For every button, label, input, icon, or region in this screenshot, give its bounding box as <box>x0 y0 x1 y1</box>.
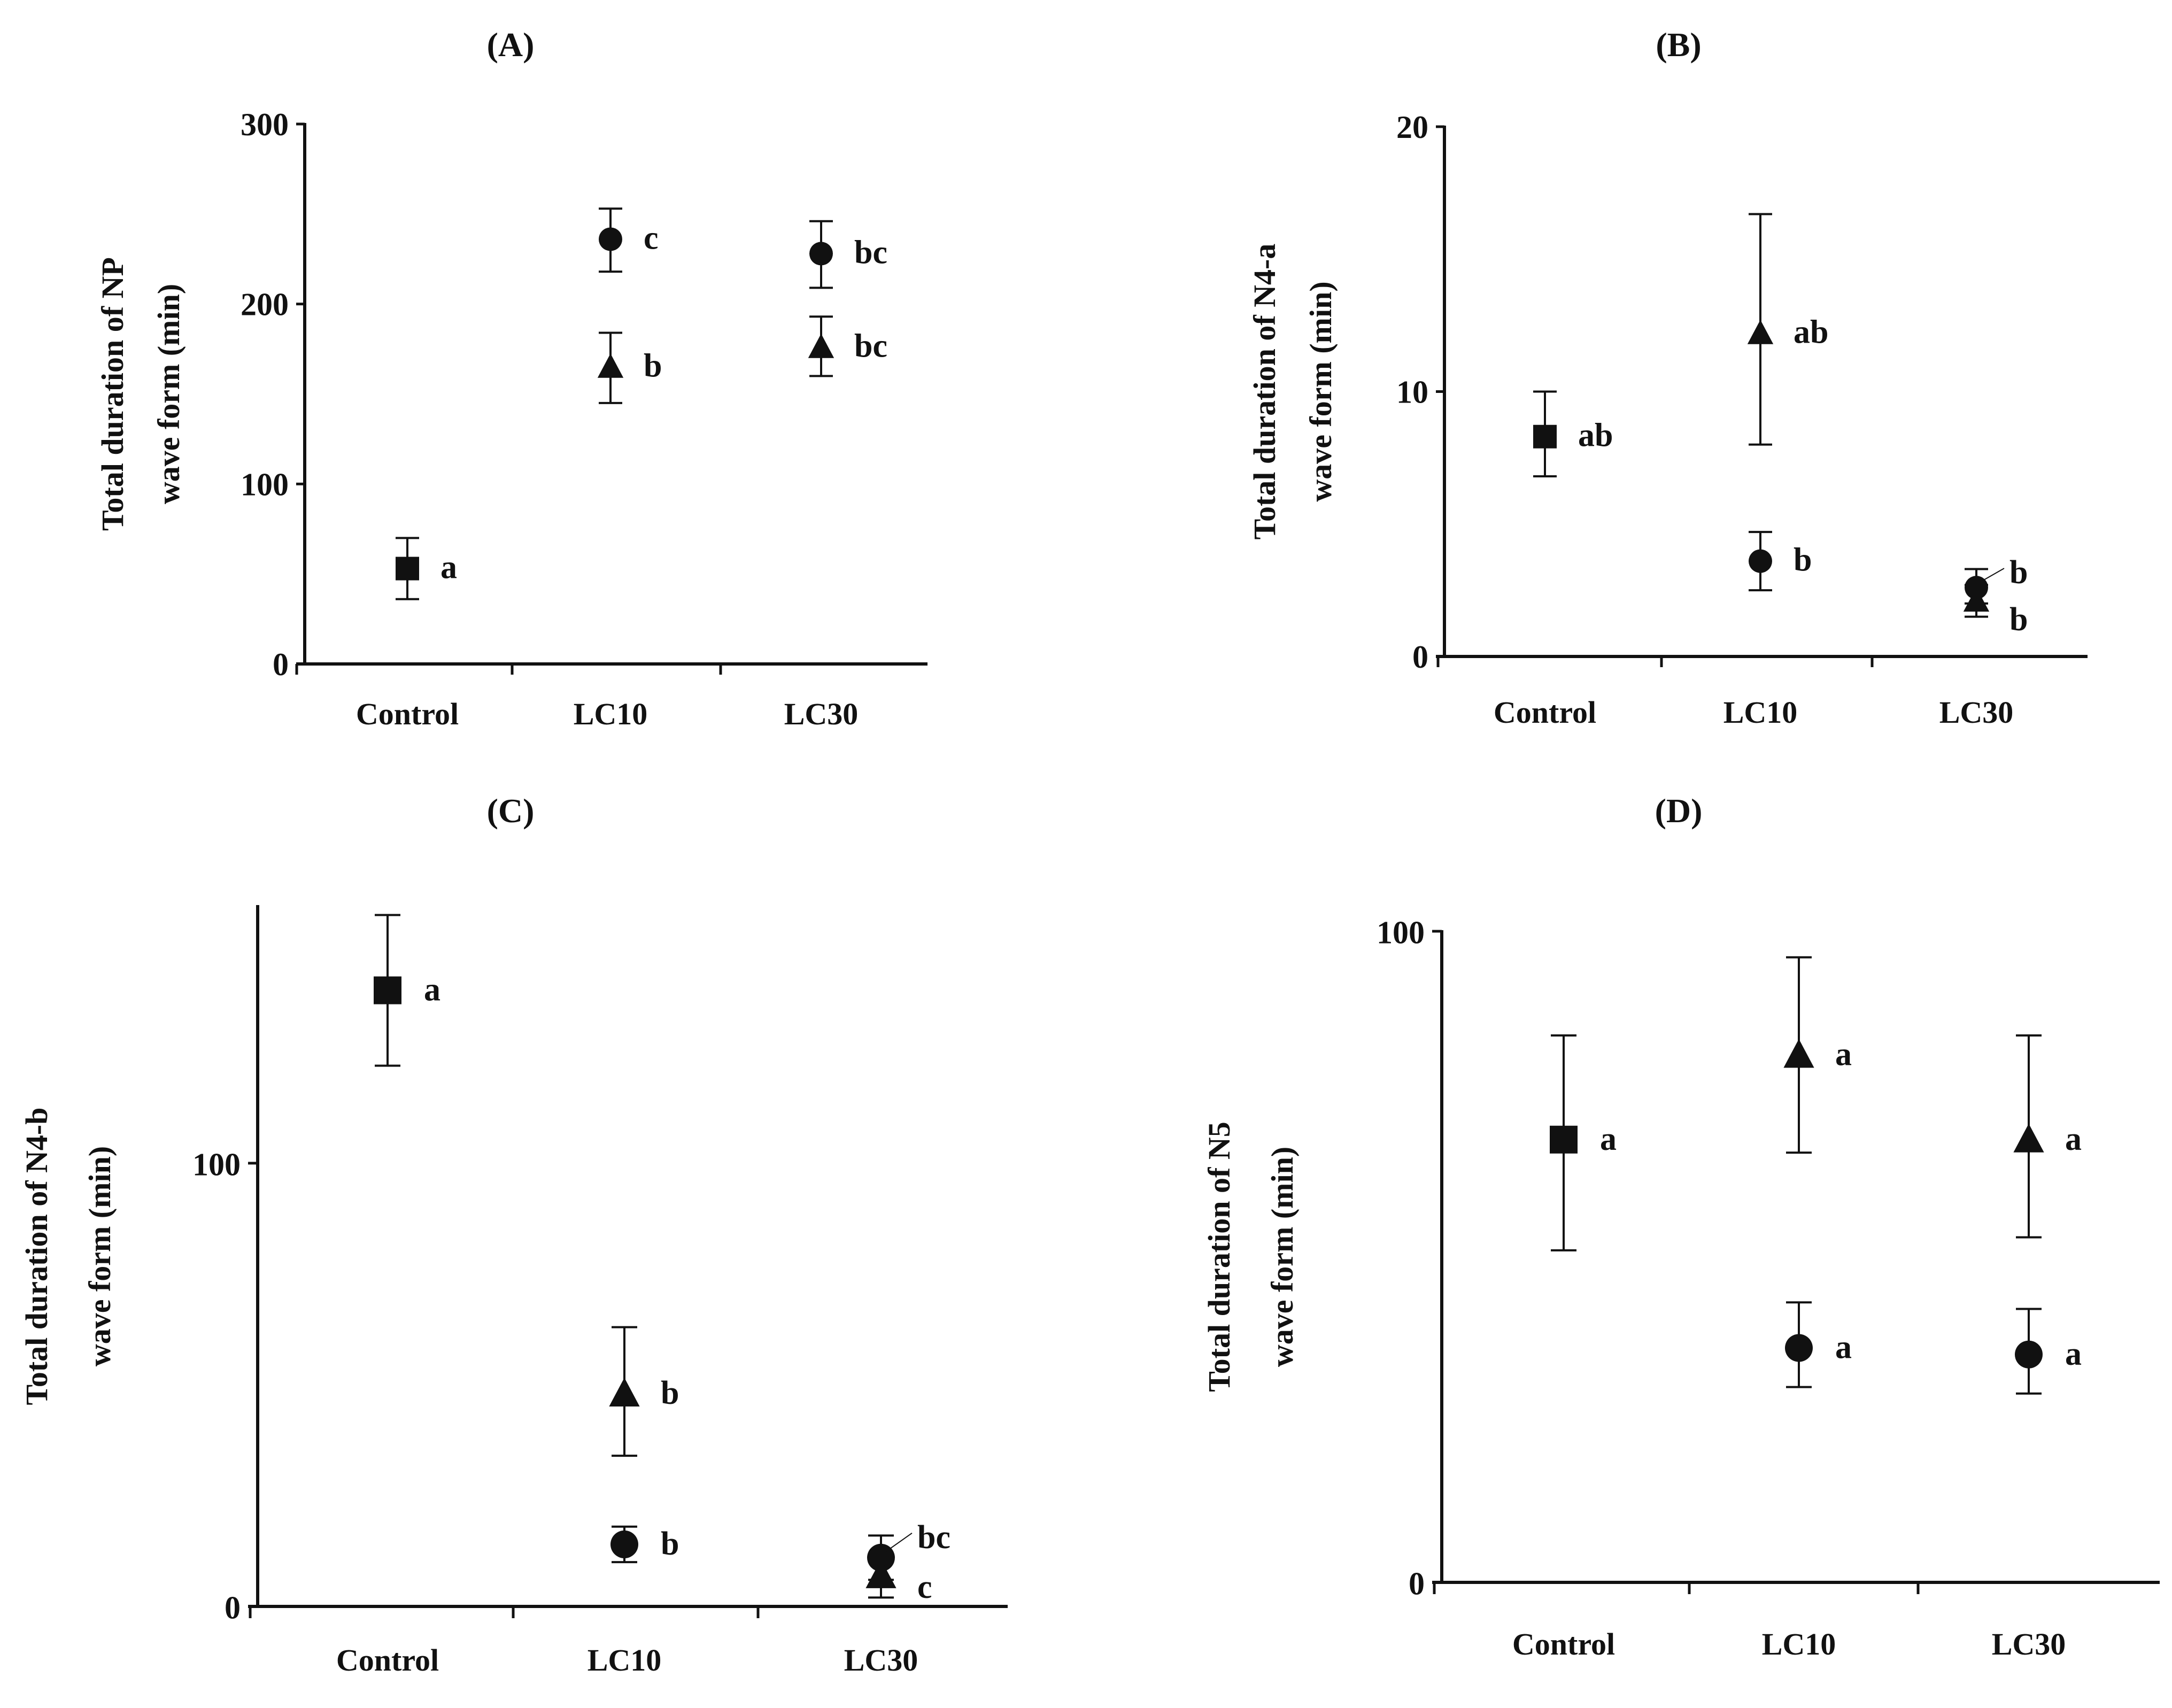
significance-letter: ab <box>1578 418 1613 454</box>
x-category-label: LC30 <box>1939 695 2014 730</box>
significance-letter: a <box>2065 1336 2082 1372</box>
panel-d: (D) Total duration of N5 wave form (min) 0 1… <box>1202 792 2160 1661</box>
x-category-label: Control <box>356 697 459 731</box>
x-category-label: Control <box>1494 695 1596 730</box>
panel-a: (A) Total duration of NP wave form (min) 0 1… <box>95 26 927 731</box>
data-point-square <box>396 557 419 581</box>
data-point-triangle <box>2013 1123 2044 1153</box>
x-category-label: LC30 <box>1992 1627 2066 1661</box>
significance-letter: b <box>1794 542 1812 578</box>
significance-letter: a <box>424 972 440 1008</box>
significance-letter: a <box>1600 1121 1617 1157</box>
y-axis-title-line: Total duration of N4-b <box>19 1107 54 1405</box>
data-point-square <box>374 976 401 1004</box>
y-axis-title-line: Total duration of N5 <box>1202 1122 1236 1392</box>
x-category-label: LC30 <box>844 1643 918 1678</box>
data-point-square <box>1533 424 1557 449</box>
y-tick-label: 100 <box>241 467 289 502</box>
panel-label: (B) <box>1656 26 1701 64</box>
x-category-label: LC10 <box>1762 1627 1836 1661</box>
panel-label: (D) <box>1655 792 1703 830</box>
y-tick-label: 200 <box>241 287 289 322</box>
panel-b: (B) Total duration of N4-a wave form (min)… <box>1247 26 2088 730</box>
significance-letter: b <box>661 1526 679 1562</box>
x-category-label: Control <box>1512 1627 1615 1661</box>
panel-c: (C) Total duration of N4-b wave form (min)… <box>19 792 1008 1678</box>
label-leader-line <box>886 1532 913 1552</box>
panel-label: (C) <box>487 792 535 830</box>
significance-letter: b <box>2009 554 2028 591</box>
significance-letter: b <box>661 1375 679 1411</box>
data-point-circle <box>599 227 622 251</box>
y-axis-title-line: wave form (min) <box>151 284 186 504</box>
y-tick-label: 100 <box>192 1147 241 1182</box>
x-category-label: LC10 <box>574 697 648 731</box>
y-tick-label: 0 <box>1409 1566 1425 1601</box>
y-axis-title-line: wave form (min) <box>1265 1147 1300 1367</box>
y-tick-label: 300 <box>241 107 289 142</box>
x-category-label: Control <box>336 1643 439 1678</box>
panel-label: (A) <box>487 26 535 64</box>
significance-letter: c <box>644 220 659 256</box>
significance-letter: bc <box>854 328 887 364</box>
significance-letter: bc <box>917 1519 950 1556</box>
data-point-triangle <box>1747 320 1774 344</box>
data-point-square <box>1550 1125 1578 1154</box>
data-point-triangle <box>1963 587 1990 612</box>
x-category-label: LC10 <box>588 1643 662 1678</box>
y-tick-label: 10 <box>1396 375 1428 410</box>
data-point-circle <box>1749 549 1772 573</box>
significance-letter: a <box>1835 1330 1852 1366</box>
data-point-circle <box>610 1530 638 1558</box>
significance-letter: bc <box>854 234 887 271</box>
data-point-triangle <box>609 1378 640 1406</box>
x-category-label: LC30 <box>784 697 859 731</box>
significance-letter: ab <box>1794 314 1828 350</box>
significance-letter: a <box>2065 1121 2082 1157</box>
significance-letter: a <box>1835 1037 1852 1073</box>
y-tick-label: 100 <box>1377 915 1425 950</box>
y-tick-label: 20 <box>1396 110 1428 145</box>
y-axis-title-line: wave form (min) <box>82 1146 117 1366</box>
significance-letter: c <box>917 1569 932 1605</box>
data-point-circle <box>1785 1334 1813 1362</box>
y-axis-title-line: Total duration of NP <box>95 257 130 531</box>
x-category-label: LC10 <box>1723 695 1798 730</box>
data-point-triangle <box>597 353 624 378</box>
label-leader-line <box>1981 568 2005 582</box>
significance-letter: a <box>440 550 457 586</box>
y-tick-label: 0 <box>273 647 289 682</box>
y-axis-title-line: Total duration of N4-a <box>1247 244 1282 540</box>
significance-letter: b <box>644 348 662 384</box>
y-tick-label: 0 <box>225 1590 241 1625</box>
data-point-circle <box>2015 1340 2043 1369</box>
data-point-triangle <box>1783 1039 1814 1068</box>
significance-letter: b <box>2009 601 2028 638</box>
data-point-circle <box>809 242 833 266</box>
y-axis-title-line: wave form (min) <box>1303 281 1338 501</box>
data-point-triangle <box>808 334 834 358</box>
data-point-triangle <box>865 1559 896 1588</box>
y-tick-label: 0 <box>1412 639 1428 675</box>
